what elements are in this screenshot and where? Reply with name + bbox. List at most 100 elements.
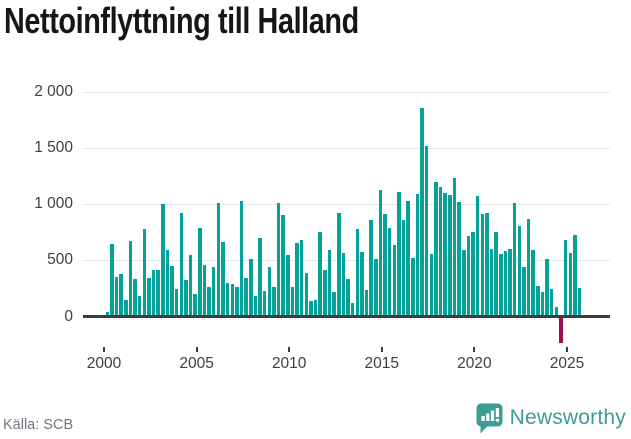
bar xyxy=(420,107,424,317)
x-axis-tick-label: 2020 xyxy=(457,355,492,372)
bar xyxy=(559,318,563,343)
bar xyxy=(401,220,406,317)
bar xyxy=(475,196,480,317)
bar xyxy=(489,249,494,317)
x-axis-tick xyxy=(195,347,198,352)
bar xyxy=(434,182,438,317)
x-axis-tick-label: 2000 xyxy=(86,355,122,372)
bar xyxy=(415,194,420,317)
bar xyxy=(471,231,475,317)
bar xyxy=(313,300,318,317)
bar xyxy=(323,269,327,317)
x-axis-tick xyxy=(103,347,105,352)
y-axis-tick-label: 500 xyxy=(47,251,73,269)
x-axis-tick xyxy=(566,347,568,352)
bar xyxy=(577,288,582,317)
bar xyxy=(540,291,545,317)
bar xyxy=(429,253,434,317)
bar xyxy=(151,270,156,317)
bar xyxy=(378,189,383,317)
bar xyxy=(188,255,193,317)
y-axis-tick-label: 1 000 xyxy=(34,195,73,213)
bar xyxy=(230,283,234,317)
bar xyxy=(341,252,346,317)
bar xyxy=(337,212,341,317)
x-axis-tick-label: 2025 xyxy=(549,355,585,372)
source-label: Källa: SCB xyxy=(3,417,74,433)
x-axis-tick-label: 2015 xyxy=(364,355,400,372)
bar xyxy=(485,212,489,317)
bar xyxy=(494,232,498,317)
bar xyxy=(531,250,535,317)
bar xyxy=(276,202,281,317)
bar xyxy=(568,252,572,317)
bar xyxy=(499,253,503,317)
bar xyxy=(249,259,253,317)
bar xyxy=(374,259,378,317)
y-axis-tick-label: 0 xyxy=(64,307,73,325)
x-axis-tick xyxy=(473,347,476,352)
bar xyxy=(392,245,397,317)
newsworthy-bar-chart-bubble-icon xyxy=(476,403,503,433)
gridline xyxy=(83,148,610,149)
bar xyxy=(503,251,508,317)
bar xyxy=(262,290,267,317)
bar xyxy=(161,203,165,317)
bar xyxy=(114,276,119,317)
gridline xyxy=(83,204,610,206)
bar xyxy=(512,202,517,317)
bar xyxy=(526,219,531,317)
bar xyxy=(406,201,410,317)
bar xyxy=(318,232,322,317)
bar xyxy=(563,240,568,317)
bar xyxy=(411,257,415,317)
bar xyxy=(536,285,540,317)
bar xyxy=(235,287,239,317)
bar xyxy=(244,277,248,317)
plot-area: 0 500 1 000 1 500 2 000 2000 2005 2010 2015 2020 2… xyxy=(34,82,610,372)
bar xyxy=(545,259,549,317)
bar xyxy=(480,213,485,317)
bar xyxy=(332,292,336,317)
bar xyxy=(462,250,466,317)
bar xyxy=(216,202,221,317)
bar xyxy=(369,220,373,317)
bar xyxy=(517,225,522,317)
bar xyxy=(124,299,128,317)
bar xyxy=(272,287,276,317)
bar xyxy=(207,286,211,317)
bar xyxy=(253,296,258,317)
bar xyxy=(457,201,461,317)
bar xyxy=(221,242,225,317)
newsworthy-logo: Newsworthy xyxy=(476,401,626,435)
bar xyxy=(142,229,147,317)
bar xyxy=(443,192,447,317)
bar xyxy=(554,307,559,317)
bar xyxy=(304,273,309,317)
bar xyxy=(327,250,332,317)
bar xyxy=(110,243,114,317)
bar xyxy=(179,213,184,317)
y-axis-tick-label: 2 000 xyxy=(34,82,73,100)
bar xyxy=(295,242,299,317)
bar xyxy=(424,145,429,317)
bar xyxy=(452,178,457,317)
bar xyxy=(128,241,133,317)
bar xyxy=(267,266,272,317)
chart-title: Nettoinflyttning till Halland xyxy=(4,0,359,41)
bar xyxy=(290,286,295,317)
bar xyxy=(137,295,142,317)
gridline xyxy=(83,91,610,93)
bar xyxy=(438,187,443,317)
x-axis-tick-label: 2005 xyxy=(179,355,214,372)
bar xyxy=(105,312,109,317)
bar xyxy=(350,303,355,317)
bar xyxy=(281,215,285,317)
bar xyxy=(346,279,350,317)
bar xyxy=(549,289,554,317)
bar xyxy=(466,236,471,317)
newsworthy-wordmark: Newsworthy xyxy=(509,406,626,429)
bar xyxy=(174,289,179,317)
bar xyxy=(119,273,123,317)
